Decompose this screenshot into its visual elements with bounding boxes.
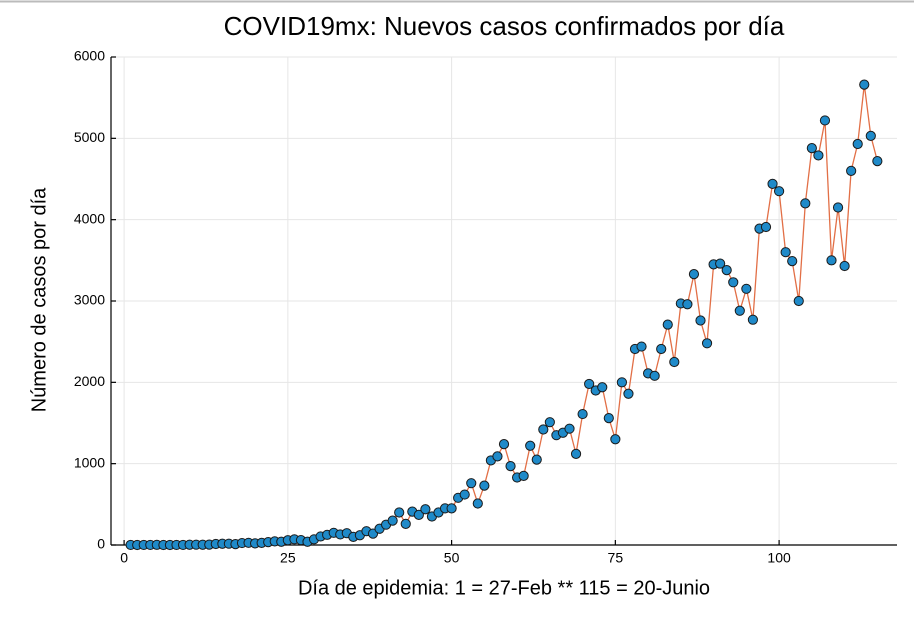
data-point xyxy=(656,343,667,355)
x-tick-label: 0 xyxy=(120,550,128,566)
data-point xyxy=(859,79,870,90)
data-point xyxy=(597,382,608,393)
data-point xyxy=(728,277,739,288)
y-tick-label: 1000 xyxy=(74,454,105,470)
y-axis-label: Número de casos por día xyxy=(28,187,50,412)
y-tick-label: 3000 xyxy=(74,292,105,308)
data-point xyxy=(518,470,529,481)
data-point xyxy=(741,283,752,294)
data-point xyxy=(446,503,457,514)
data-point xyxy=(865,130,876,141)
data-point xyxy=(780,247,791,258)
data-point xyxy=(479,480,490,491)
y-tick-label: 6000 xyxy=(74,48,105,64)
data-point xyxy=(577,408,588,420)
data-point xyxy=(525,440,536,451)
data-point xyxy=(413,509,424,521)
data-point xyxy=(420,504,431,515)
data-point xyxy=(544,417,555,428)
data-point xyxy=(531,454,542,465)
data-point xyxy=(813,150,824,161)
x-tick-label: 75 xyxy=(608,550,624,566)
data-point xyxy=(767,178,778,189)
data-point xyxy=(610,434,621,445)
x-tick-label: 50 xyxy=(444,550,460,566)
data-point xyxy=(400,518,411,529)
data-point xyxy=(819,115,831,126)
data-point xyxy=(636,341,647,352)
data-point xyxy=(806,142,817,154)
data-point xyxy=(492,451,503,462)
data-point xyxy=(688,269,700,280)
data-point xyxy=(662,319,673,330)
data-point xyxy=(466,478,477,489)
data-point xyxy=(564,423,575,434)
data-point xyxy=(584,378,595,390)
x-tick-label: 25 xyxy=(280,550,296,566)
data-point xyxy=(721,264,732,276)
y-tick-label: 2000 xyxy=(74,373,105,389)
data-point xyxy=(616,377,628,388)
x-axis-label: Día de epidemia: 1 = 27-Feb ** 115 = 20-… xyxy=(298,577,710,599)
data-point xyxy=(747,314,759,325)
data-point xyxy=(701,338,713,349)
y-tick-label: 4000 xyxy=(74,210,105,226)
data-point xyxy=(846,165,857,176)
series-line xyxy=(130,84,879,546)
data-point xyxy=(498,439,510,450)
data-point xyxy=(852,138,863,150)
data-point xyxy=(793,295,804,307)
data-point xyxy=(623,388,634,399)
data-point xyxy=(695,315,706,326)
data-point xyxy=(760,221,772,233)
y-tick-label: 5000 xyxy=(74,129,105,145)
data-point xyxy=(505,461,516,472)
data-point xyxy=(800,198,811,209)
data-point xyxy=(649,370,660,381)
data-point xyxy=(472,498,483,509)
data-point xyxy=(715,258,726,269)
data-point xyxy=(734,305,745,316)
data-point xyxy=(832,202,844,213)
x-tick-label: 100 xyxy=(767,550,791,566)
data-point xyxy=(839,260,850,272)
data-point xyxy=(394,507,405,518)
data-point xyxy=(570,448,582,460)
data-point xyxy=(872,156,883,167)
data-point xyxy=(682,299,693,310)
chart-title: COVID19mx: Nuevos casos confirmados por … xyxy=(224,11,785,41)
data-point xyxy=(459,489,470,500)
data-point xyxy=(826,255,837,266)
data-point xyxy=(538,424,549,435)
data-point xyxy=(603,413,614,424)
y-tick-label: 0 xyxy=(97,536,105,552)
data-point xyxy=(387,515,398,526)
data-point xyxy=(787,256,798,267)
data-point xyxy=(669,356,680,368)
data-point xyxy=(774,186,785,197)
